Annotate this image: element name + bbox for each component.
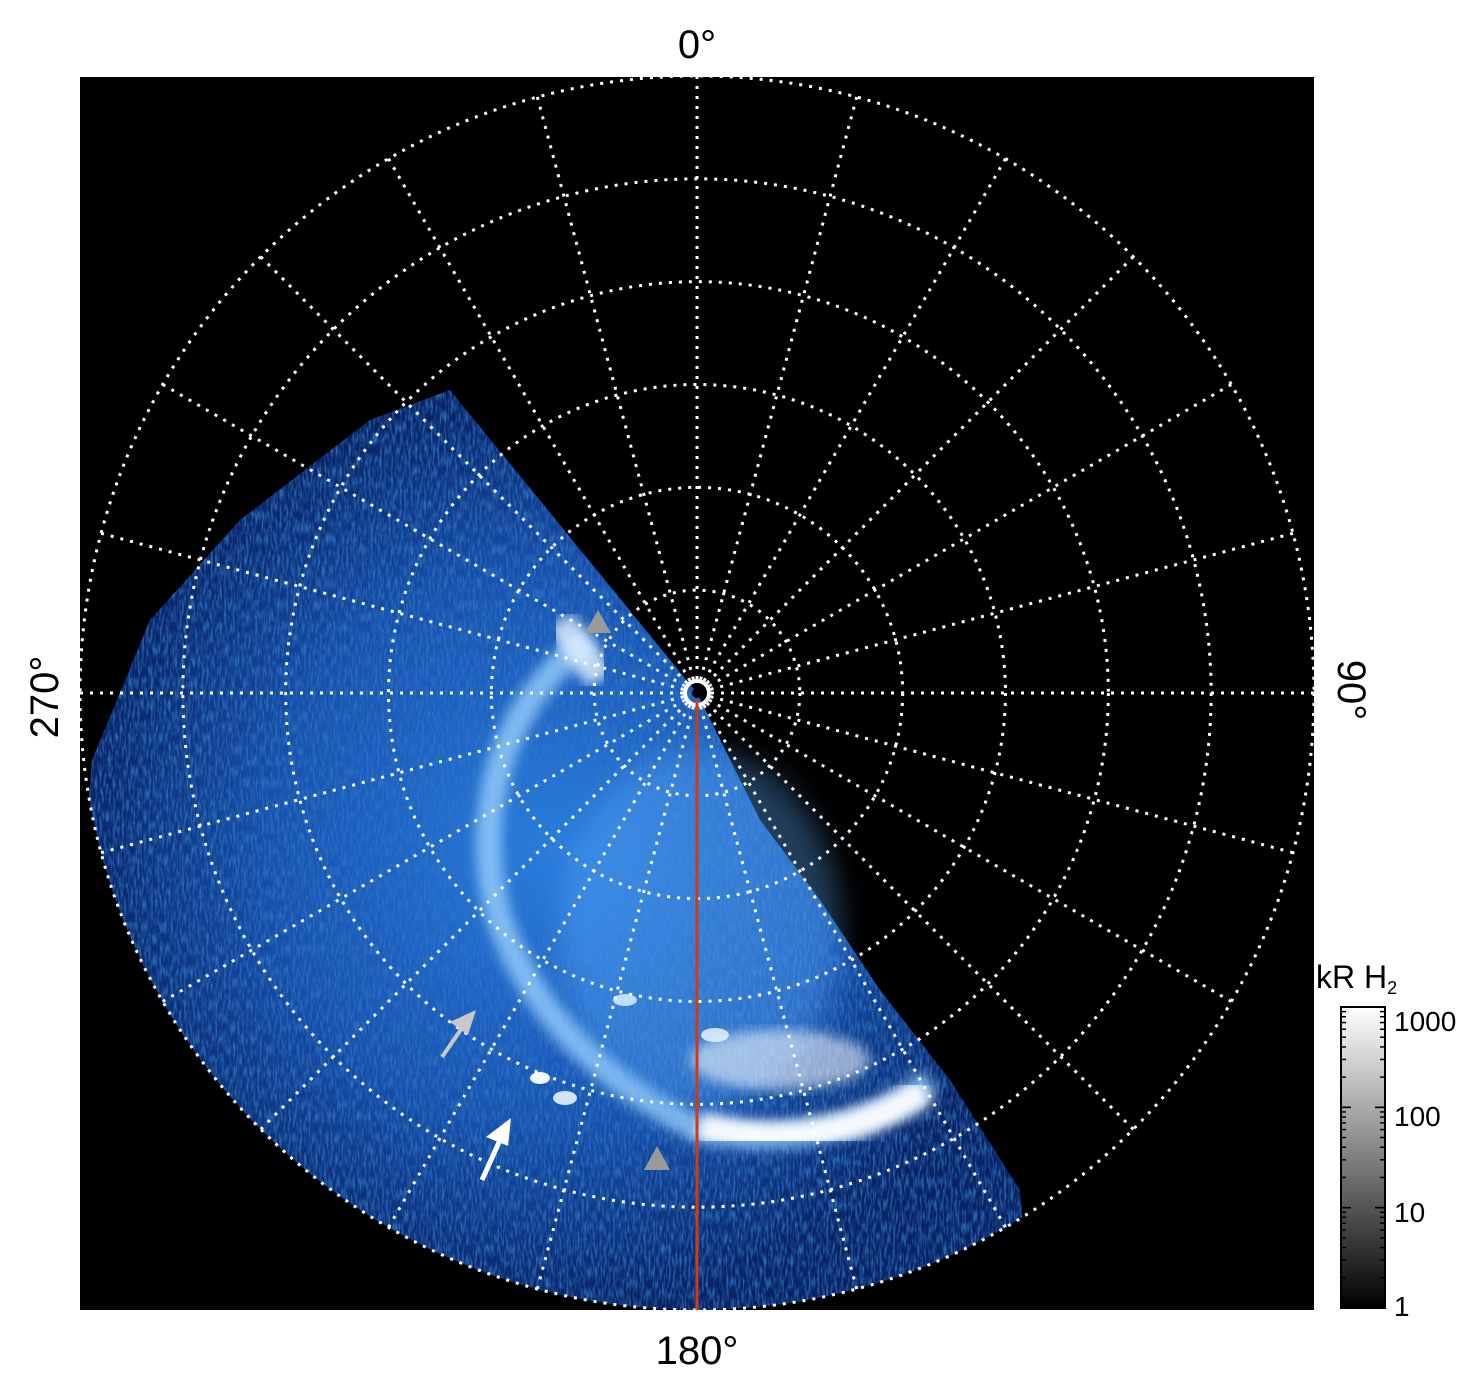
colorbar-gradient (1340, 1006, 1386, 1309)
meridian-line-grid (699, 706, 859, 1290)
meridian-line-grid (161, 698, 686, 1003)
meridian-line-grid (100, 695, 684, 855)
meridian-line-grid (259, 701, 689, 1131)
arrow-icon (440, 1010, 476, 1059)
meridian-line-grid (100, 531, 684, 691)
emission-region (80, 390, 1030, 1310)
meridian-line-grid (708, 698, 1233, 1003)
meridian-line-grid (702, 157, 1007, 682)
meridian-line-grid (710, 531, 1294, 691)
meridian-line-grid (387, 704, 692, 1229)
colorbar-title: kR H2 (1316, 959, 1397, 998)
colorbar-tick-label: 1000 (1394, 1006, 1456, 1037)
meridian-line-grid (535, 706, 695, 1290)
meridian-line-grid (702, 704, 1007, 1229)
latitude-circle (387, 383, 1007, 1003)
meridian-line-grid (387, 157, 692, 682)
longitude-label-90: 90° (1329, 660, 1373, 721)
colorbar-tick-label: 1 (1394, 1291, 1410, 1322)
longitude-label-180: 180° (656, 1329, 739, 1373)
meridian-line-grid (705, 255, 1135, 685)
arrow-icon (479, 1118, 511, 1182)
meridian-line-grid (710, 695, 1294, 855)
latitude-longitude-grid (78, 74, 1316, 1312)
triangle-icon (644, 1146, 670, 1170)
meridian-line-grid (259, 255, 689, 685)
latitude-circle (284, 280, 1110, 1106)
colorbar: kR H2 1000 100 10 1 (1316, 959, 1456, 1322)
triangle-icon (585, 610, 611, 633)
meridian-line-grid (699, 96, 859, 680)
meridian-line-grid (708, 383, 1233, 688)
meridian-line-grid (535, 96, 695, 680)
longitude-label-0: 0° (678, 23, 716, 67)
longitude-label-270: 270° (23, 656, 67, 739)
meridian-line-grid (705, 701, 1135, 1131)
colorbar-tick-label: 10 (1394, 1197, 1425, 1228)
colorbar-tick-label: 100 (1394, 1101, 1441, 1132)
meridian-line-grid (161, 383, 686, 688)
